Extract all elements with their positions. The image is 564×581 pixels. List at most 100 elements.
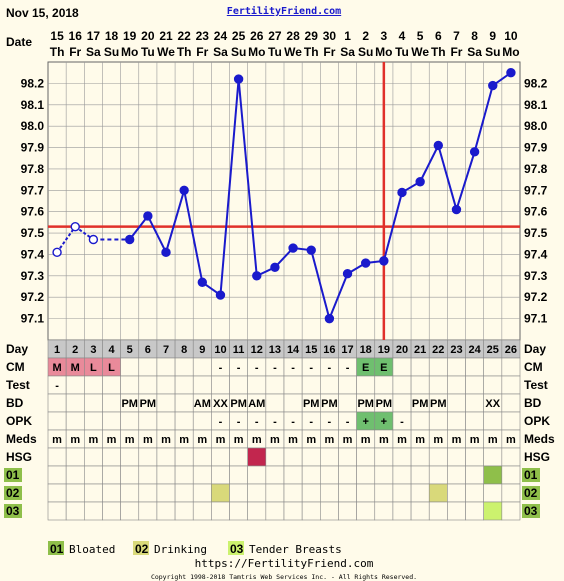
- row-label-left: 03: [6, 504, 20, 518]
- cell-opk: [138, 411, 158, 431]
- weekday-tick: Tu: [395, 45, 409, 59]
- cell-bd: [47, 393, 67, 413]
- cell-text-day: 16: [323, 344, 335, 356]
- cell-opk: [447, 411, 466, 431]
- weekday-tick: Su: [485, 45, 500, 59]
- cell-text-day: 19: [378, 344, 390, 356]
- cell-hsg: [120, 447, 140, 467]
- cell-c02: [138, 483, 158, 503]
- weekday-tick: Fr: [323, 45, 335, 59]
- legend-code: 03: [230, 542, 244, 556]
- y-tick-right: 97.9: [524, 141, 548, 155]
- cell-text-cm: -: [291, 362, 295, 374]
- row-label-left: BD: [6, 396, 24, 410]
- chart-date: Nov 15, 2018: [6, 6, 79, 20]
- row-label-left: Meds: [6, 432, 37, 446]
- cell-c02: [65, 483, 85, 503]
- cell-text-meds: m: [361, 434, 371, 446]
- temp-point: [143, 211, 153, 221]
- row-label-left: CM: [6, 360, 25, 374]
- cell-c02: [374, 483, 394, 503]
- footer-url[interactable]: https://FertilityFriend.com: [195, 557, 374, 570]
- cell-bd: [174, 393, 194, 413]
- y-tick-right: 97.8: [524, 162, 548, 176]
- cell-text-meds: m: [288, 434, 298, 446]
- cell-text-opk: -: [219, 416, 223, 428]
- weekday-tick: Tu: [268, 45, 282, 59]
- temp-point: [270, 262, 280, 272]
- cell-hsg: [338, 447, 357, 467]
- weekday-tick: Fr: [196, 45, 208, 59]
- site-name[interactable]: FertilityFriend.com: [227, 5, 341, 17]
- cell-text-cm: M: [52, 362, 61, 374]
- temp-line-segment: [382, 192, 403, 262]
- temp-line-segment: [165, 190, 186, 253]
- cell-text-meds: m: [433, 434, 443, 446]
- cell-text-opk: -: [291, 416, 295, 428]
- cell-c01: [338, 465, 357, 485]
- cell-c03: [283, 501, 303, 521]
- cell-hsg: [501, 447, 521, 467]
- temp-line-segment: [419, 144, 440, 183]
- cell-c03: [138, 501, 158, 521]
- cell-c03: [156, 501, 176, 521]
- cell-hsg: [283, 447, 303, 467]
- cell-cm: [410, 357, 430, 377]
- weekday-tick: Th: [431, 45, 446, 59]
- temp-point: [433, 140, 444, 151]
- cell-text-opk: -: [309, 416, 313, 428]
- temp-point: [324, 313, 335, 324]
- date-tick: 15: [50, 29, 64, 43]
- cell-text-meds: m: [397, 434, 407, 446]
- cell-text-meds: m: [70, 434, 80, 446]
- cell-test: [483, 375, 503, 395]
- cell-text-bd: PM: [412, 398, 429, 410]
- cell-hsg: [301, 447, 321, 467]
- cell-hsg: [84, 447, 103, 467]
- cell-test: [65, 375, 85, 395]
- date-row-label: Date: [6, 35, 32, 49]
- legend-label: Tender Breasts: [249, 543, 342, 556]
- row-label-right: 01: [524, 468, 538, 482]
- cell-bd: [265, 393, 285, 413]
- cell-cm: [156, 357, 176, 377]
- temp-line-segment: [128, 215, 149, 241]
- cell-hsg: [138, 447, 158, 467]
- cell-text-bd: XX: [485, 398, 500, 410]
- temp-line-segment: [74, 225, 94, 241]
- row-label-left: Test: [6, 378, 30, 392]
- row-label-right: BD: [524, 396, 542, 410]
- cell-c01: [102, 465, 121, 485]
- cell-test: [301, 375, 321, 395]
- temp-point: [215, 290, 226, 300]
- row-label-right: CM: [524, 360, 543, 374]
- footer-copyright: Copyright 1998-2018 Tamtris Web Services…: [151, 573, 417, 581]
- cell-test: [374, 375, 394, 395]
- cell-text-meds: m: [179, 434, 189, 446]
- row-badge-left: [4, 504, 22, 518]
- cell-hsg: [483, 447, 503, 467]
- temp-line-segment: [56, 226, 77, 253]
- cell-c02: [338, 483, 357, 503]
- cell-test: [84, 375, 103, 395]
- row-badge-left: [4, 468, 22, 482]
- y-tick-left: 97.6: [21, 205, 45, 219]
- cell-opk: [84, 411, 103, 431]
- cell-c01: [301, 465, 321, 485]
- cell-c01: [138, 465, 158, 485]
- y-tick-right: 97.5: [524, 226, 548, 240]
- cell-text-day: 8: [181, 344, 187, 356]
- cell-test: [102, 375, 121, 395]
- cell-c03: [320, 501, 339, 521]
- cell-text-day: 20: [396, 344, 408, 356]
- cell-c03: [501, 501, 521, 521]
- weekday-tick: We: [284, 45, 302, 59]
- cell-text-day: 3: [90, 344, 96, 356]
- cell-hsg: [465, 447, 484, 467]
- cell-c01: [120, 465, 140, 485]
- cell-cm: [192, 357, 212, 377]
- row-badge-right: [522, 504, 540, 518]
- cell-text-cm: -: [346, 362, 350, 374]
- cell-hsg: [320, 447, 339, 467]
- cell-text-meds: m: [379, 434, 389, 446]
